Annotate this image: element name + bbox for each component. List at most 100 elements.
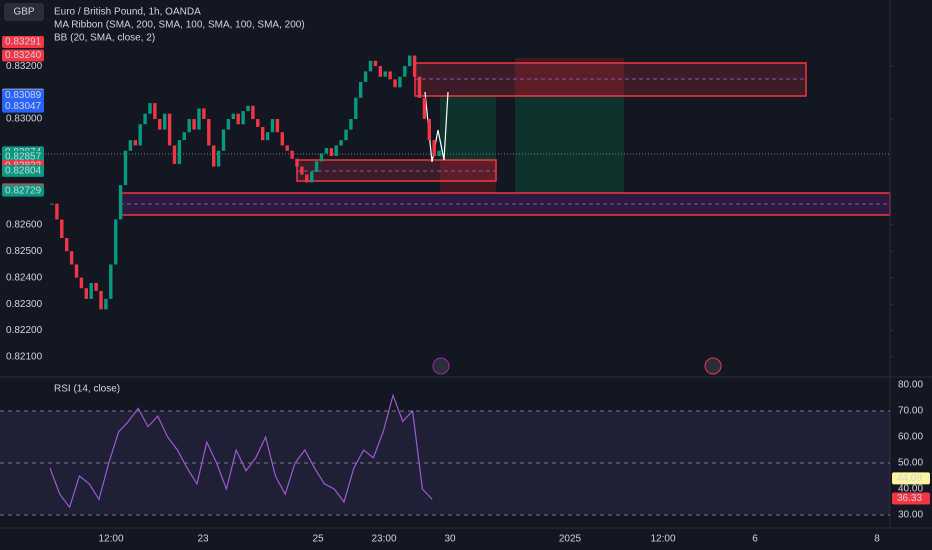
candle [123,150,128,186]
price-badge [2,184,44,197]
candle [378,66,382,77]
candle [280,132,284,146]
candle [60,219,64,239]
candle [412,55,417,77]
candle [359,81,363,98]
candle [422,97,427,120]
stop-zone [515,58,624,96]
candle [373,60,378,67]
currency-button[interactable] [4,3,44,21]
candle [295,158,299,167]
candle [329,148,333,157]
x-tick-label: 30 [444,534,456,545]
price-badge-label: 0.83089 [5,90,42,101]
candle [246,105,250,112]
candle [285,145,289,151]
candle [94,282,98,291]
candle [275,119,280,133]
price-badge-label: 0.83291 [5,37,42,48]
rsi-band [0,411,890,515]
candle [427,119,431,141]
candle [417,76,422,98]
event-icon[interactable] [704,357,722,375]
candle [55,203,59,220]
candle [290,150,294,159]
rsi-line [49,393,433,509]
candle [172,145,177,164]
rsi-tick-label: 80.00 [898,380,923,391]
price-badge-label: 0.82857 [5,151,42,162]
rsi-tick-label: 60.00 [898,432,923,443]
event-icon[interactable] [432,357,450,375]
price-badge [2,49,44,62]
candle [314,161,319,172]
candle [114,219,118,265]
price-badge [2,150,44,163]
candle [202,108,206,120]
candle [270,119,275,133]
candle [383,71,387,77]
x-tick-label: 12:00 [98,534,123,545]
x-tick-label: 2025 [559,534,582,545]
candle [104,298,108,310]
candle [310,171,314,183]
candle [349,119,353,130]
candle [437,150,441,157]
rsi-tick-label: 30.00 [898,510,923,521]
rsi-badge-label: 44.08 [897,473,922,484]
stop-zone [440,160,496,193]
candle [153,103,157,120]
candle [65,238,69,252]
candle [79,277,84,289]
candle [167,113,172,146]
x-tick-label: 23 [197,534,209,545]
y-tick-label: 0.82200 [6,325,43,336]
rsi-badge [892,472,930,485]
candle [388,71,392,80]
candle [339,140,343,146]
candle [305,174,309,183]
candle [251,105,255,120]
candle [177,140,182,164]
price-badge [2,36,44,49]
candle [84,288,88,299]
price-badge [2,89,44,102]
candle [133,140,137,146]
target-zone [515,96,624,193]
candle [261,126,265,141]
candle [236,113,240,125]
y-tick-label: 0.82400 [6,272,43,283]
rsi-badge [892,492,930,505]
candle [398,76,402,88]
x-tick-label: 6 [752,534,758,545]
candle [74,264,79,278]
rsi-tick-label: 50.00 [898,458,923,469]
rsi-badge-label: 36.33 [897,493,922,504]
candle [143,113,147,125]
x-tick-label: 23:00 [371,534,396,545]
x-tick-label: 12:00 [650,534,675,545]
candle [216,150,221,167]
candle [319,153,324,162]
candle [192,119,196,130]
candle [368,60,373,72]
y-tick-label: 0.83200 [6,61,43,72]
rsi-tick-label: 70.00 [898,406,923,417]
indicator-label: BB (20, SMA, close, 2) [54,33,155,44]
candle [109,264,113,299]
currency: GBP [13,7,34,18]
rsi-tick-label: 40.00 [898,484,923,495]
candle [432,140,436,157]
candle [50,203,54,205]
y-tick-label: 0.83000 [6,114,43,125]
candle [403,66,407,77]
candle [99,290,103,310]
candle [158,119,162,130]
candle [187,119,191,133]
chart-title: Euro / British Pound, 1h, OANDA [54,7,201,18]
y-tick-label: 0.82600 [6,219,43,230]
price-badge-label: 0.83240 [5,50,42,61]
candle [334,145,338,157]
